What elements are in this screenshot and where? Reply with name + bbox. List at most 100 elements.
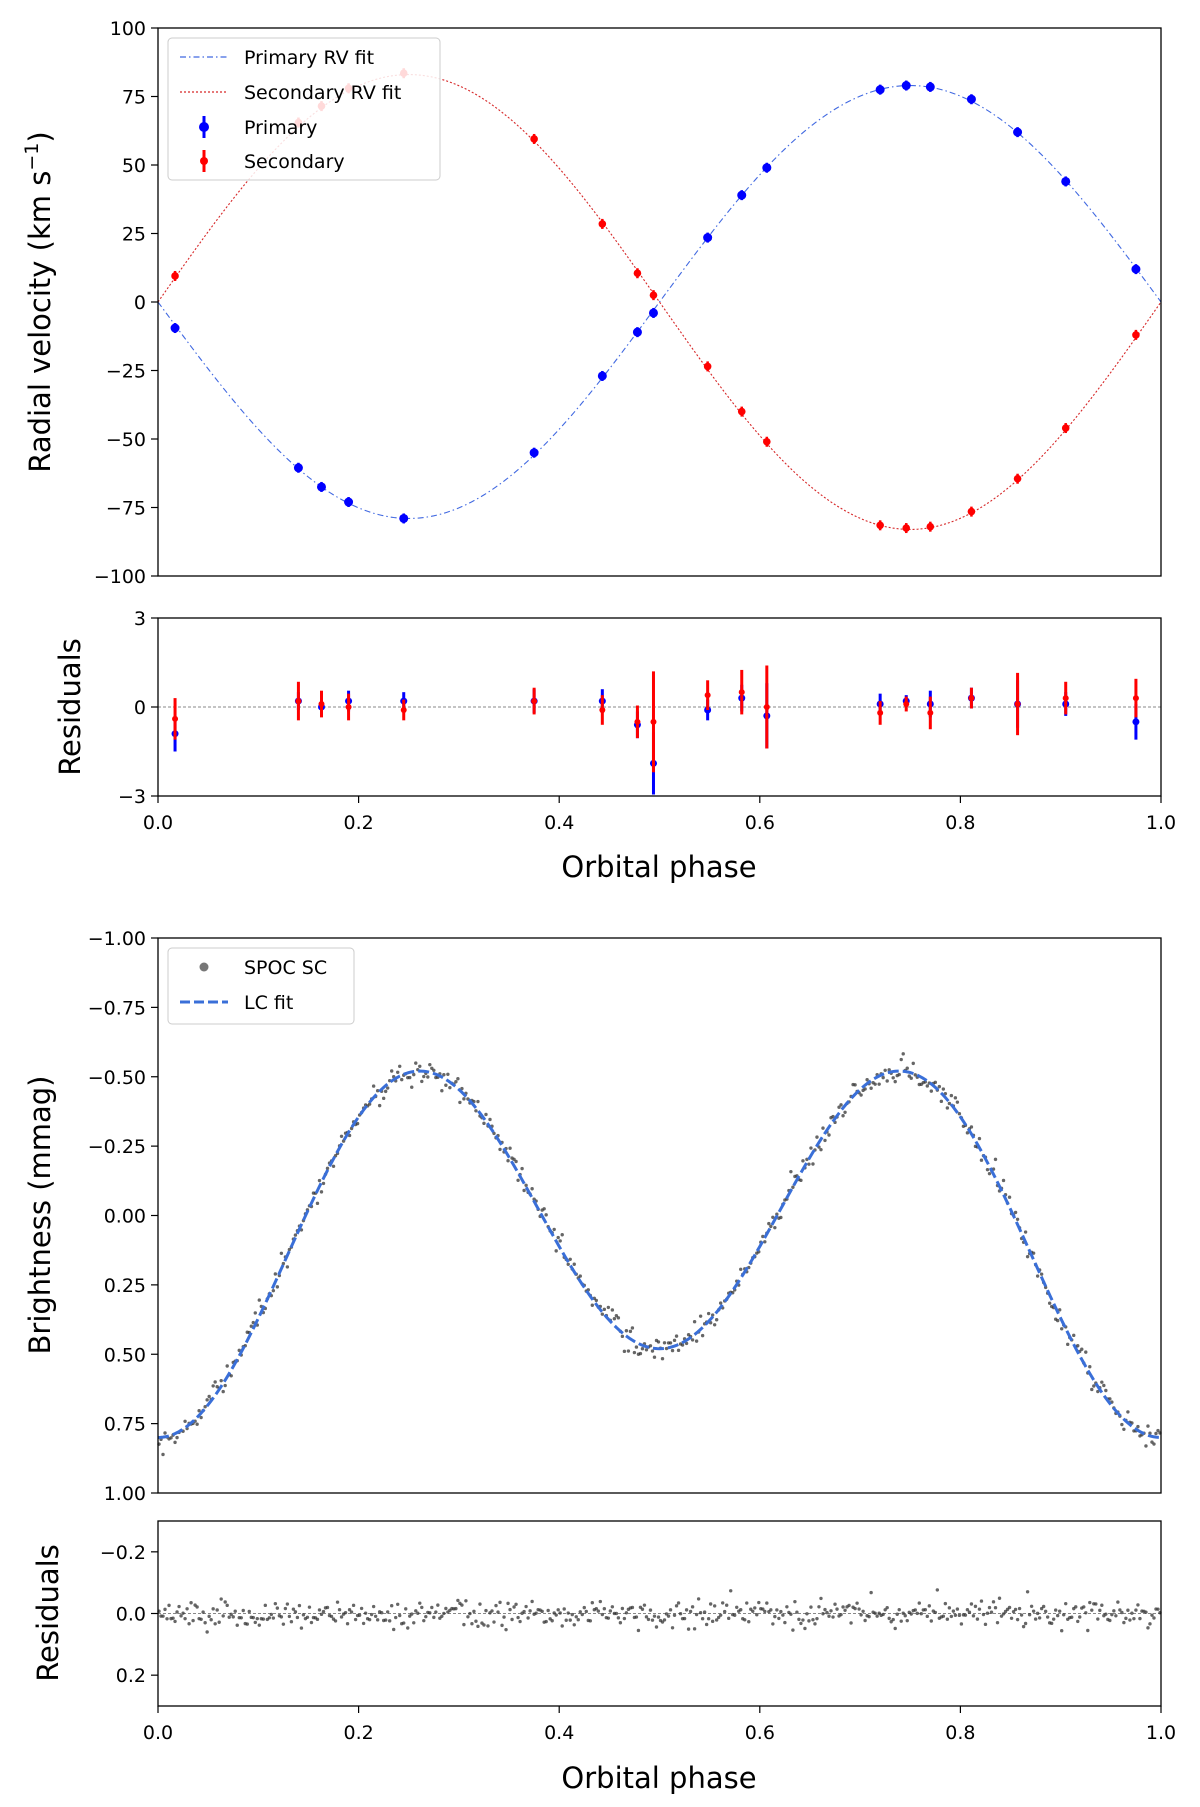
primary-rv-point bbox=[597, 371, 607, 381]
lc-residual-point bbox=[941, 1614, 946, 1618]
lc-residual-point bbox=[893, 1626, 897, 1631]
rv-residuals-xtick-label: 0.8 bbox=[945, 812, 975, 834]
primary-rv-point bbox=[344, 497, 354, 507]
spoc-sc-point bbox=[476, 1099, 480, 1104]
spoc-sc-point bbox=[454, 1080, 458, 1084]
lc-residual-point bbox=[1146, 1626, 1150, 1630]
spoc-sc-point bbox=[426, 1075, 430, 1079]
lc-residual-point bbox=[725, 1603, 729, 1607]
secondary-residual-point bbox=[1062, 695, 1069, 702]
rv-residuals-xtick-label: 0.0 bbox=[143, 812, 173, 834]
lc-residual-point bbox=[556, 1608, 560, 1612]
lc-residual-point bbox=[618, 1621, 623, 1625]
spoc-sc-point bbox=[1092, 1384, 1096, 1388]
lc-residual-point bbox=[179, 1614, 183, 1618]
primary-rv-point bbox=[293, 463, 303, 473]
spoc-sc-point bbox=[287, 1247, 292, 1252]
spoc-sc-point bbox=[253, 1311, 257, 1315]
spoc-sc-point bbox=[859, 1093, 863, 1097]
spoc-sc-point bbox=[939, 1099, 944, 1104]
lc-residual-point bbox=[570, 1612, 574, 1617]
rv-y-ticks: 100 75 50 25 0 −25 −50 −75 −100 bbox=[94, 18, 158, 588]
spoc-sc-point bbox=[568, 1257, 572, 1261]
lc-residual-point bbox=[492, 1620, 496, 1624]
lc-residual-point bbox=[522, 1609, 526, 1614]
lc-residual-point bbox=[422, 1618, 426, 1623]
spoc-sc-point bbox=[877, 1082, 881, 1086]
spoc-sc-point bbox=[626, 1349, 631, 1353]
spoc-sc-point bbox=[893, 1079, 897, 1084]
lc-residual-point bbox=[1051, 1617, 1056, 1621]
lc-residual-point bbox=[881, 1612, 885, 1617]
lc-residual-point bbox=[1126, 1608, 1130, 1612]
lc-residual-point bbox=[809, 1605, 813, 1609]
spoc-sc-point bbox=[771, 1215, 775, 1220]
lc-residual-point bbox=[771, 1622, 775, 1626]
primary-rv-point bbox=[966, 94, 976, 104]
lc-residual-point bbox=[424, 1614, 428, 1619]
lc-residual-point bbox=[171, 1616, 175, 1620]
spoc-sc-point bbox=[169, 1436, 173, 1440]
lc-residual-point bbox=[1130, 1611, 1134, 1615]
rv-ytick-label: −100 bbox=[94, 566, 146, 588]
rv-plot-area bbox=[157, 68, 1162, 534]
lc-residual-point bbox=[729, 1589, 733, 1593]
lc-residual-point bbox=[578, 1610, 582, 1614]
spoc-sc-point bbox=[1102, 1383, 1106, 1388]
spoc-sc-point bbox=[644, 1348, 649, 1352]
spoc-sc-point bbox=[807, 1162, 811, 1166]
lc-residual-point bbox=[1031, 1609, 1036, 1613]
lc-residual-point bbox=[925, 1614, 930, 1619]
lc-residual-point bbox=[273, 1601, 278, 1606]
lc-residual-point bbox=[227, 1615, 231, 1619]
lc-residual-point bbox=[917, 1601, 921, 1605]
secondary-residual-point bbox=[877, 709, 884, 716]
lc-residual-point bbox=[402, 1621, 406, 1625]
spoc-sc-point bbox=[398, 1064, 402, 1069]
lc-residual-point bbox=[714, 1618, 719, 1622]
lc-residual-point bbox=[319, 1612, 324, 1617]
lc-residual-point bbox=[1110, 1612, 1114, 1617]
lc-residual-point bbox=[1053, 1608, 1058, 1612]
lc-residual-point bbox=[223, 1600, 227, 1604]
spoc-sc-point bbox=[530, 1187, 534, 1191]
lc-residual-point bbox=[969, 1602, 974, 1606]
lc-residual-point bbox=[869, 1590, 873, 1595]
lc-residual-point bbox=[510, 1617, 514, 1622]
spoc-sc-point bbox=[410, 1085, 414, 1089]
lc-residual-point bbox=[739, 1608, 743, 1612]
spoc-sc-point bbox=[953, 1096, 958, 1100]
lc-residual-point bbox=[430, 1605, 434, 1610]
lc-residual-point bbox=[253, 1620, 257, 1625]
rv-residuals-xtick-label: 1.0 bbox=[1146, 812, 1176, 834]
lc-residual-point bbox=[428, 1611, 432, 1615]
lc-residual-point bbox=[751, 1609, 755, 1613]
primary-rv-point bbox=[901, 81, 911, 91]
lc-residual-point bbox=[811, 1618, 815, 1622]
lc-residual-point bbox=[167, 1603, 171, 1608]
spoc-sc-point bbox=[1126, 1410, 1130, 1414]
lc-residual-point bbox=[494, 1603, 498, 1608]
lc-residual-point bbox=[899, 1619, 903, 1623]
lc-residual-point bbox=[823, 1607, 827, 1612]
lc-residual-point bbox=[897, 1607, 901, 1612]
lc-residual-point bbox=[436, 1603, 440, 1607]
lc-residual-point bbox=[829, 1609, 833, 1613]
spoc-sc-point bbox=[905, 1066, 909, 1070]
lc-residual-point bbox=[321, 1609, 326, 1614]
lc-residual-point bbox=[909, 1612, 913, 1616]
lc-residual-point bbox=[610, 1605, 615, 1609]
lc-residual-point bbox=[472, 1609, 476, 1614]
lc-residual-point bbox=[1043, 1609, 1048, 1614]
primary-rv-point bbox=[170, 323, 180, 333]
lc-residual-point bbox=[664, 1612, 669, 1616]
lc-residual-point bbox=[1108, 1618, 1112, 1623]
primary-rv-point bbox=[316, 482, 326, 492]
spoc-sc-point bbox=[339, 1134, 344, 1138]
lc-residual-point bbox=[634, 1615, 639, 1619]
secondary-rv-point bbox=[171, 272, 179, 280]
lc-residual-point bbox=[676, 1601, 681, 1605]
lc-residual-point bbox=[1057, 1609, 1062, 1613]
spoc-sc-point bbox=[422, 1074, 426, 1079]
lc-residual-point bbox=[383, 1618, 388, 1622]
